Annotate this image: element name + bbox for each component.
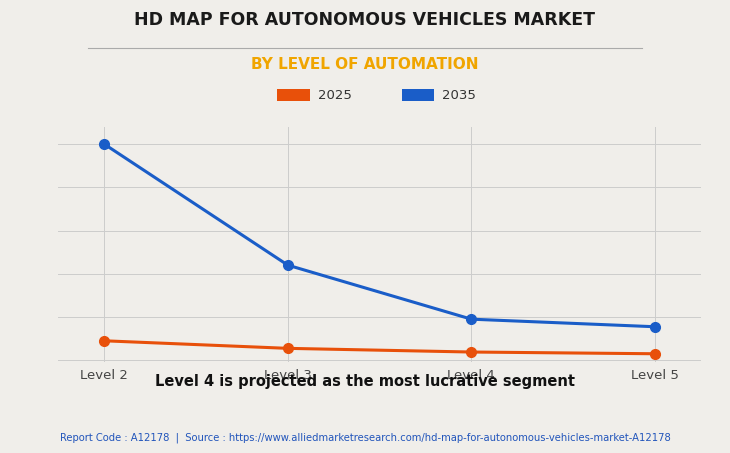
Text: HD MAP FOR AUTONOMOUS VEHICLES MARKET: HD MAP FOR AUTONOMOUS VEHICLES MARKET: [134, 11, 596, 29]
Text: 2025: 2025: [318, 89, 351, 101]
Text: BY LEVEL OF AUTOMATION: BY LEVEL OF AUTOMATION: [251, 57, 479, 72]
Text: Report Code : A12178  |  Source : https://www.alliedmarketresearch.com/hd-map-fo: Report Code : A12178 | Source : https://…: [60, 433, 670, 443]
Text: Level 4 is projected as the most lucrative segment: Level 4 is projected as the most lucrati…: [155, 374, 575, 389]
Text: 2035: 2035: [442, 89, 475, 101]
